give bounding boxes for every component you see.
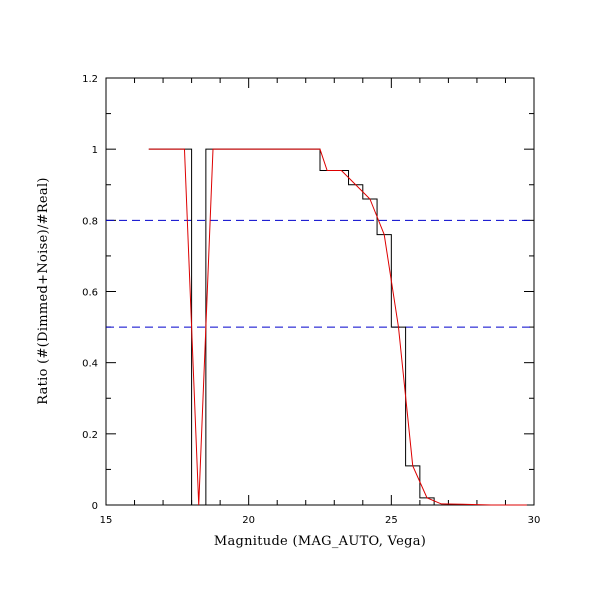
x-axis-title: Magnitude (MAG_AUTO, Vega) — [214, 534, 426, 549]
y-tick-label: 0 — [92, 501, 98, 512]
tick-labels: 15 20 25 30 0 0.2 0.4 0.6 0.8 1 1.2 — [82, 74, 540, 526]
y-axis-title: Ratio (#(Dimmed+Noise)/#Real) — [36, 177, 51, 405]
x-tick-label: 25 — [385, 515, 398, 526]
x-tick-label: 15 — [100, 515, 113, 526]
x-tick-label: 20 — [242, 515, 255, 526]
y-tick-label: 1 — [92, 145, 98, 156]
y-tick-label: 1.2 — [82, 74, 98, 85]
y-tick-label: 0.4 — [82, 359, 98, 370]
y-tick-label: 0.2 — [82, 430, 98, 441]
y-tick-label: 0.6 — [82, 288, 98, 299]
plot-area — [105, 77, 535, 506]
y-tick-label: 0.8 — [82, 216, 98, 227]
reference-lines — [106, 219, 534, 328]
axis-ticks — [105, 77, 535, 506]
plot-frame — [105, 77, 535, 506]
fit-series-line — [148, 148, 527, 506]
x-tick-label: 30 — [528, 515, 541, 526]
series-layer — [148, 148, 534, 506]
